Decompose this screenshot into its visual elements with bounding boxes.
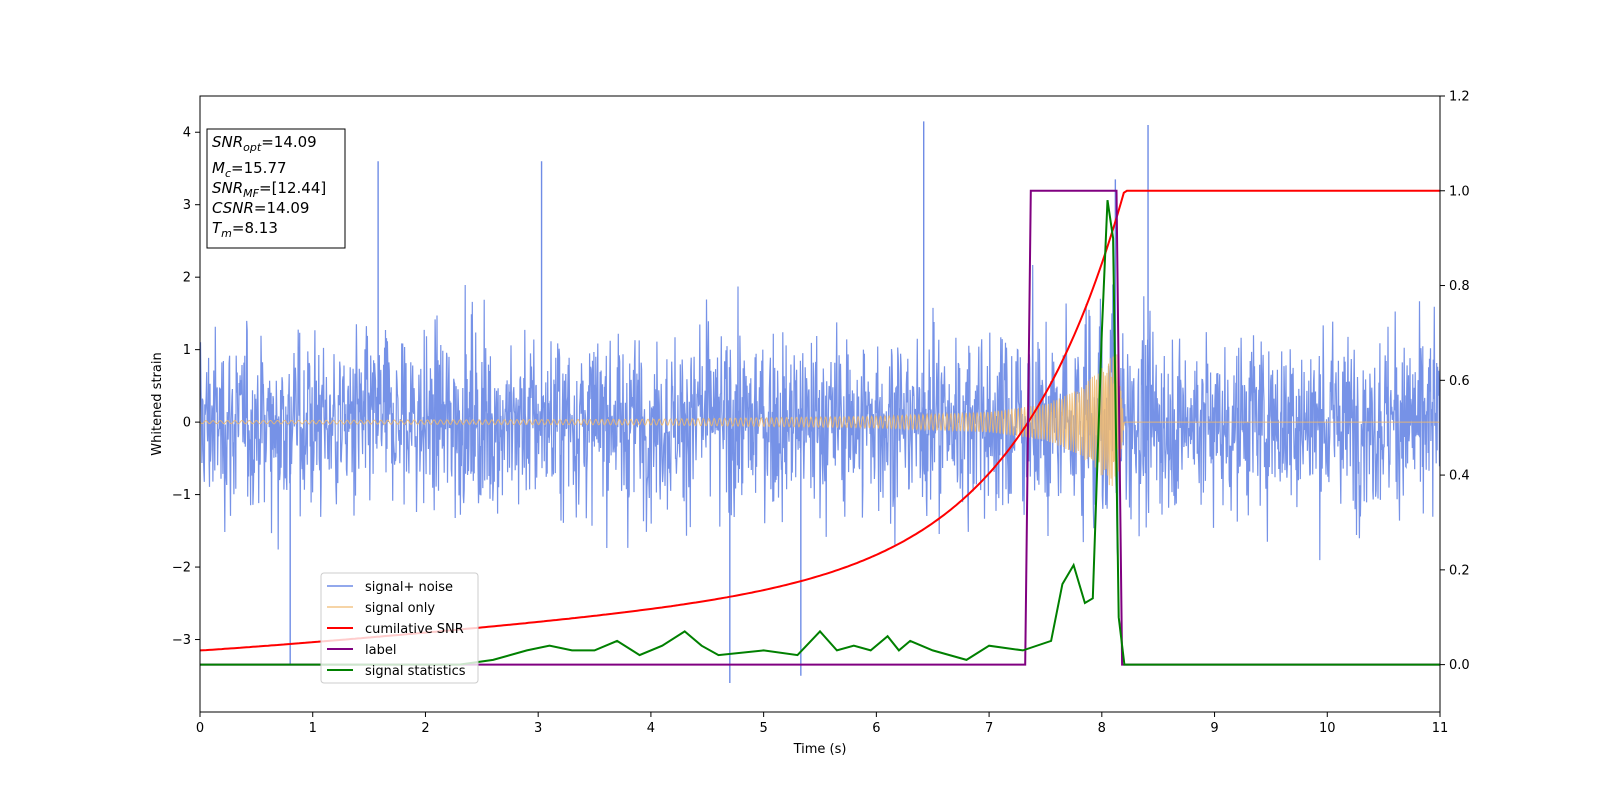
annotation-line: SNRMF=[12.44] (212, 179, 326, 200)
x-tick-label: 6 (872, 721, 880, 736)
x-tick-label: 8 (1098, 721, 1106, 736)
y-axis-label: Whitened strain (150, 352, 165, 455)
y-tick-label: 3 (183, 198, 191, 213)
signal-noise-line (200, 264, 1440, 561)
x-axis-label: Time (s) (793, 742, 847, 757)
annotation-value: =15.77 (231, 159, 287, 177)
y-right-tick-label: 1.0 (1449, 184, 1470, 199)
y-right-tick-label: 1.2 (1449, 90, 1470, 105)
annotation-value: =[12.44] (259, 179, 326, 197)
signal-only-line (200, 353, 1440, 487)
annotation-subscript: m (221, 227, 232, 240)
legend-label: signal+ noise (365, 580, 453, 595)
y-tick-label: −3 (172, 633, 191, 648)
annotation-value: =14.09 (254, 199, 310, 217)
annotation-symbol: SNR (212, 133, 243, 151)
annotation-symbol: M (212, 159, 225, 177)
x-tick-label: 4 (647, 721, 655, 736)
annotation-line: CSNR=14.09 (212, 199, 309, 217)
x-tick-label: 0 (196, 721, 204, 736)
y-tick-label: −1 (172, 488, 191, 503)
annotation-subscript: opt (243, 141, 262, 154)
y-right-tick-label: 0.0 (1449, 658, 1470, 673)
annotation-frame (206, 128, 346, 249)
y-right-tick-label: 0.4 (1449, 469, 1470, 484)
signal-only-series (200, 353, 1440, 487)
y-tick-label: 0 (183, 416, 191, 431)
annotation-value: =14.09 (261, 133, 317, 151)
legend-label: label (365, 643, 396, 658)
annotation-line: Tm=8.13 (212, 219, 278, 240)
annotation-symbol: CSNR (212, 199, 254, 217)
y-tick-label: −2 (172, 561, 191, 576)
y-tick-label: 4 (183, 126, 191, 141)
annotation-subscript: MF (243, 187, 259, 200)
annotation-box: SNRopt=14.09Mc=15.77SNRMF=[12.44]CSNR=14… (206, 128, 346, 249)
legend-frame (320, 572, 479, 684)
legend-label: signal only (365, 601, 435, 616)
annotation-subscript: c (225, 167, 231, 180)
annotation-line: SNRopt=14.09 (212, 133, 317, 154)
y-right-tick-label: 0.6 (1449, 374, 1470, 389)
legend: signal+ noise signal only cumilative SNR la… (320, 572, 479, 684)
x-tick-label: 9 (1210, 721, 1218, 736)
y-tick-label: 2 (183, 271, 191, 286)
x-tick-label: 7 (985, 721, 993, 736)
signal-statistics-line (200, 200, 1440, 666)
annotation-value: =8.13 (232, 219, 278, 237)
annotation-symbol: T (212, 219, 223, 237)
x-tick-label: 5 (759, 721, 767, 736)
x-tick-label: 2 (421, 721, 429, 736)
x-tick-label: 3 (534, 721, 542, 736)
x-tick-label: 11 (1432, 721, 1449, 736)
annotation-line: Mc=15.77 (212, 159, 287, 180)
legend-label: cumilative SNR (365, 622, 464, 637)
annotation-symbol: SNR (212, 179, 243, 197)
x-tick-label: 1 (309, 721, 317, 736)
axes: 0 1 2 3 4 5 6 7 8 9 10 11 −3 −2 −1 0 1 2 3 4 0.0 0.2 0.4 0.6 0.8… (150, 90, 1470, 758)
y-right-tick-label: 0.8 (1449, 279, 1470, 294)
plot-frame (199, 95, 1441, 713)
y-tick-label: 1 (183, 343, 191, 358)
legend-label: signal statistics (365, 664, 466, 679)
y-right-tick-label: 0.2 (1449, 563, 1470, 578)
x-tick-label: 10 (1319, 721, 1336, 736)
